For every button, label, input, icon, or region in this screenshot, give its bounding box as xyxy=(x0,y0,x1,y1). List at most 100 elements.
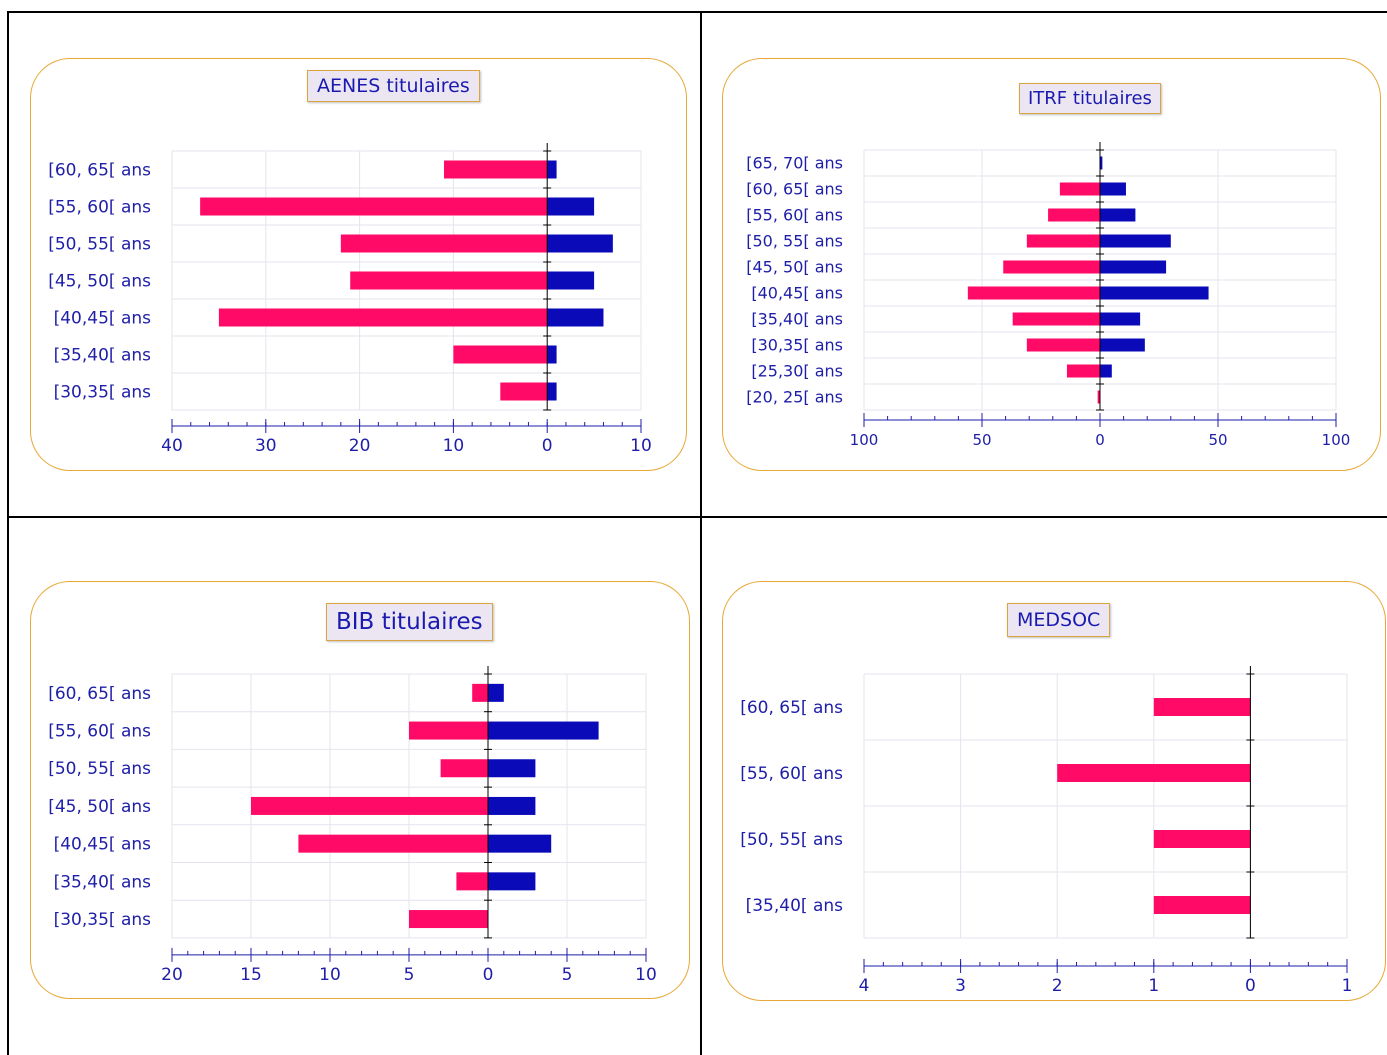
category-label: [50, 55[ ans xyxy=(48,234,151,254)
bar-series-2 xyxy=(488,759,536,778)
category-label: [50, 55[ ans xyxy=(746,232,843,251)
bar-series-1 xyxy=(1057,764,1251,782)
category-label: [40,45[ ans xyxy=(54,308,152,328)
table-border-center xyxy=(700,11,702,1055)
x-tick-label: 5 xyxy=(404,965,415,985)
x-tick-label: 100 xyxy=(850,431,879,449)
bar-series-2 xyxy=(1100,312,1141,326)
x-tick-label: 1 xyxy=(1342,976,1353,996)
chart-panel-itrf: [65, 70[ ans [60, 65[ ans [55, 60[ ans [50,… xyxy=(722,58,1381,471)
x-tick-label: 2 xyxy=(1052,976,1063,996)
x-tick-label: 50 xyxy=(972,431,991,449)
bar-series-1 xyxy=(409,721,488,740)
bar-series-1 xyxy=(1153,698,1251,716)
category-label: [20, 25[ ans xyxy=(746,388,843,407)
bar-series-2 xyxy=(488,796,536,815)
bar-series-2 xyxy=(1100,338,1145,352)
bar-series-1 xyxy=(251,796,488,815)
bar-series-2 xyxy=(488,834,552,853)
bar-series-1 xyxy=(1026,234,1100,248)
chart-panel-bib: [60, 65[ ans [55, 60[ ans [50, 55[ ans [45,… xyxy=(30,581,690,999)
category-label: [25,30[ ans xyxy=(751,362,843,381)
category-label: [40,45[ ans xyxy=(751,284,843,303)
chart-title-medsoc: MEDSOC xyxy=(1007,603,1111,637)
bar-series-2 xyxy=(547,160,557,179)
bar-series-1 xyxy=(1012,312,1100,326)
bar-series-1 xyxy=(444,160,548,179)
category-label: [65, 70[ ans xyxy=(746,154,843,173)
bar-series-2 xyxy=(488,721,599,740)
x-tick-label: 100 xyxy=(1322,431,1351,449)
bar-series-2 xyxy=(1100,156,1103,170)
bar-series-2 xyxy=(547,197,595,216)
bar-series-2 xyxy=(547,271,595,290)
category-label: [60, 65[ ans xyxy=(746,180,843,199)
bar-series-1 xyxy=(440,759,488,778)
category-label: [35,40[ ans xyxy=(54,872,152,892)
category-label: [35,40[ ans xyxy=(54,345,152,365)
category-label: [55, 60[ ans xyxy=(740,764,843,784)
bar-series-1 xyxy=(1066,364,1100,378)
x-tick-label: 0 xyxy=(542,436,553,456)
bar-series-2 xyxy=(1100,234,1171,248)
bar-series-1 xyxy=(350,271,548,290)
x-tick-label: 0 xyxy=(1095,431,1105,449)
chart-title-aenes: AENES titulaires xyxy=(307,70,480,102)
x-tick-label: 40 xyxy=(161,436,183,456)
x-tick-label: 5 xyxy=(562,965,573,985)
bar-series-1 xyxy=(967,286,1100,300)
bar-series-1 xyxy=(1059,182,1100,196)
bar-series-1 xyxy=(200,197,548,216)
bar-series-2 xyxy=(1100,364,1112,378)
chart-panel-medsoc: [60, 65[ ans [55, 60[ ans [50, 55[ ans [35,… xyxy=(722,581,1386,1001)
category-label: [30,35[ ans xyxy=(751,336,843,355)
x-tick-label: 3 xyxy=(955,976,966,996)
bar-series-1 xyxy=(456,872,488,891)
x-tick-label: 10 xyxy=(443,436,465,456)
bar-series-1 xyxy=(1003,260,1100,274)
table-border-top xyxy=(7,11,1387,13)
bar-series-2 xyxy=(488,683,504,702)
bar-series-2 xyxy=(547,234,613,253)
chart-bib: [60, 65[ ans [55, 60[ ans [50, 55[ ans [45,… xyxy=(48,666,657,985)
category-label: [45, 50[ ans xyxy=(48,797,151,817)
bar-series-1 xyxy=(453,345,548,364)
chart-title-itrf: ITRF titulaires xyxy=(1019,83,1161,114)
bar-series-2 xyxy=(1100,260,1167,274)
x-tick-label: 30 xyxy=(255,436,277,456)
x-tick-label: 20 xyxy=(349,436,371,456)
bar-series-2 xyxy=(1100,286,1209,300)
bar-series-2 xyxy=(1100,208,1136,222)
x-tick-label: 0 xyxy=(483,965,494,985)
table-border-left xyxy=(7,11,9,1055)
chart-aenes: [60, 65[ ans [55, 60[ ans [50, 55[ ans [45,… xyxy=(48,143,652,456)
category-label: [45, 50[ ans xyxy=(48,271,151,291)
category-label: [35,40[ ans xyxy=(751,310,843,329)
category-label: [55, 60[ ans xyxy=(746,206,843,225)
category-label: [60, 65[ ans xyxy=(48,160,151,180)
chart-title-bib: BIB titulaires xyxy=(326,603,493,641)
bar-series-1 xyxy=(1026,338,1100,352)
x-tick-label: 10 xyxy=(630,436,652,456)
category-label: [40,45[ ans xyxy=(54,835,152,855)
x-tick-label: 4 xyxy=(859,976,870,996)
x-tick-label: 15 xyxy=(240,965,262,985)
bar-series-1 xyxy=(1097,390,1100,404)
x-tick-label: 1 xyxy=(1148,976,1159,996)
bar-series-1 xyxy=(1048,208,1100,222)
x-tick-label: 0 xyxy=(1245,976,1256,996)
bar-series-1 xyxy=(409,910,488,929)
category-label: [60, 65[ ans xyxy=(48,684,151,704)
chart-panel-aenes: [60, 65[ ans [55, 60[ ans [50, 55[ ans [45,… xyxy=(30,58,687,471)
bar-series-2 xyxy=(547,382,557,401)
bar-series-1 xyxy=(500,382,548,401)
x-tick-label: 10 xyxy=(319,965,341,985)
bar-series-2 xyxy=(547,308,604,327)
x-tick-label: 10 xyxy=(635,965,657,985)
category-label: [60, 65[ ans xyxy=(740,698,843,718)
x-tick-label: 20 xyxy=(161,965,183,985)
table-border-middle xyxy=(7,516,1387,518)
category-label: [50, 55[ ans xyxy=(740,830,843,850)
bar-series-1 xyxy=(1153,830,1251,848)
category-label: [55, 60[ ans xyxy=(48,722,151,742)
